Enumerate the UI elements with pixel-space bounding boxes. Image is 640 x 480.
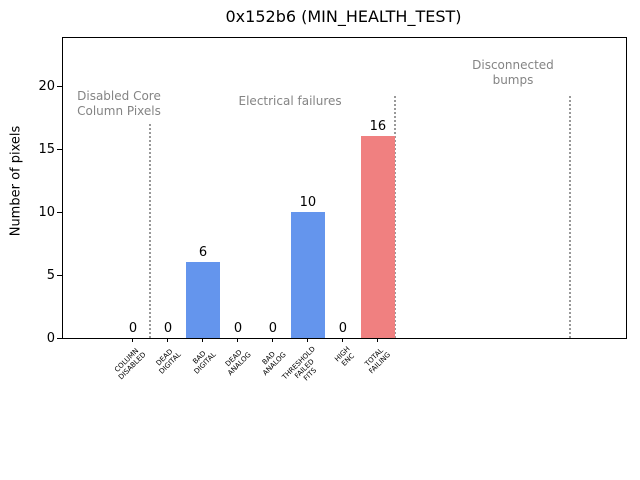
x-tick-label: DEAD DIGITAL	[154, 347, 183, 376]
region-label: Electrical failures	[238, 94, 342, 109]
y-tick-label: 20	[38, 78, 55, 94]
region-separator-line	[394, 96, 397, 338]
x-tick-mark	[307, 338, 309, 342]
chart-title: 0x152b6 (MIN_HEALTH_TEST)	[225, 7, 462, 26]
region-label: Disconnected bumps	[472, 58, 554, 88]
y-tick-mark	[57, 337, 62, 339]
x-tick-label: DEAD ANALOG	[223, 348, 253, 378]
y-tick-label: 10	[38, 204, 55, 220]
bar-value-label: 0	[233, 321, 243, 336]
y-tick-label: 5	[46, 267, 55, 283]
x-tick-mark	[132, 338, 134, 342]
bar-value-label: 0	[163, 321, 173, 336]
y-tick-label: 15	[38, 141, 55, 157]
bar-value-label: 0	[268, 321, 278, 336]
plot-area: 0 5 10 15 20 Disabled Core Column Pixels Elect…	[38, 37, 627, 383]
bar	[290, 212, 325, 338]
y-tick-label: 0	[46, 330, 55, 346]
bar-value-label: 10	[299, 195, 317, 210]
y-tick-mark	[57, 211, 62, 213]
bar-value-label: 0	[128, 321, 138, 336]
x-tick-mark	[272, 338, 274, 342]
x-tick-mark	[237, 338, 239, 342]
x-tick-mark	[202, 338, 204, 342]
x-tick-mark	[342, 338, 344, 342]
x-tick-label: BAD DIGITAL	[190, 349, 218, 376]
y-tick-mark	[57, 274, 62, 276]
region-separator-line	[569, 96, 572, 338]
x-tick-mark	[167, 338, 169, 342]
x-tick-label: THRESHOLD FAILED FITS	[280, 345, 318, 383]
region-label: Disabled Core Column Pixels	[77, 88, 161, 118]
bar	[185, 262, 220, 338]
bar	[360, 136, 395, 338]
bar-value-label: 16	[369, 119, 387, 135]
y-tick-mark	[57, 148, 62, 150]
region-separator-line	[149, 123, 152, 338]
x-tick-label: HIGH ENC	[333, 345, 356, 368]
y-tick-mark	[57, 85, 62, 87]
bar-value-label: 6	[198, 245, 208, 261]
bar-value-label: 0	[338, 321, 348, 336]
x-tick-label: COLUMN DISABLED	[112, 346, 148, 382]
x-tick-mark	[377, 338, 379, 342]
x-tick-label: TOTAL FAILING	[363, 346, 393, 376]
